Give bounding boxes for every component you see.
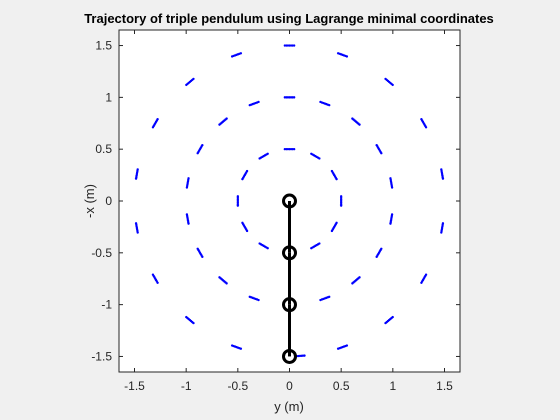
trajectory-dot bbox=[187, 222, 189, 224]
trajectory-dot bbox=[135, 177, 137, 179]
trajectory-dot bbox=[218, 123, 220, 125]
trajectory-dot bbox=[284, 148, 286, 150]
trajectory-dot bbox=[380, 248, 382, 250]
trajectory-dot bbox=[266, 247, 268, 249]
trajectory-dot bbox=[442, 222, 444, 224]
trajectory-dot bbox=[420, 118, 422, 120]
trajectory-dot bbox=[335, 222, 337, 224]
trajectory-dot bbox=[192, 322, 194, 324]
trajectory-dot bbox=[152, 126, 154, 128]
x-tick-label: 1 bbox=[389, 379, 396, 393]
trajectory-dot bbox=[384, 78, 386, 80]
trajectory-dot bbox=[375, 144, 377, 146]
trajectory-dot bbox=[318, 242, 320, 244]
trajectory-dot bbox=[185, 84, 187, 86]
trajectory-dot bbox=[310, 153, 312, 155]
y-tick-label: -1.5 bbox=[91, 349, 112, 363]
chart-title: Trajectory of triple pendulum using Lagr… bbox=[84, 11, 494, 26]
trajectory-dot bbox=[246, 230, 248, 232]
trajectory-dot bbox=[351, 117, 353, 119]
x-tick-label: -1 bbox=[181, 379, 192, 393]
x-tick-label: 1.5 bbox=[436, 379, 453, 393]
trajectory-point bbox=[284, 44, 296, 46]
trajectory-dot bbox=[303, 354, 305, 356]
x-axis-label: y (m) bbox=[274, 399, 304, 414]
trajectory-dot bbox=[440, 168, 442, 170]
trajectory-dot bbox=[240, 348, 242, 350]
trajectory-dot bbox=[186, 186, 188, 188]
x-tick-label: -1.5 bbox=[124, 379, 145, 393]
trajectory-dot bbox=[358, 276, 360, 278]
y-tick-label: 0.5 bbox=[95, 142, 112, 156]
trajectory-dot bbox=[331, 170, 333, 172]
trajectory-dot bbox=[319, 101, 321, 103]
trajectory-dot bbox=[328, 296, 330, 298]
x-tick-label: -0.5 bbox=[227, 379, 248, 393]
x-tick-label: 0.5 bbox=[333, 379, 350, 393]
x-tick-label: 0 bbox=[286, 379, 293, 393]
trajectory-dot bbox=[257, 299, 259, 301]
trajectory-dot bbox=[225, 282, 227, 284]
trajectory-dot bbox=[284, 96, 286, 98]
y-tick-label: 1.5 bbox=[95, 39, 112, 53]
trajectory-dot bbox=[346, 344, 348, 346]
trajectory-dot bbox=[337, 52, 339, 54]
trajectory-dot bbox=[196, 152, 198, 154]
trajectory-point bbox=[284, 96, 296, 98]
trajectory-dot bbox=[136, 231, 138, 233]
trajectory-dot bbox=[391, 213, 393, 215]
y-tick-label: 0 bbox=[105, 194, 112, 208]
trajectory-dot bbox=[231, 55, 233, 57]
trajectory-point bbox=[237, 195, 239, 207]
trajectory-dot bbox=[284, 44, 286, 46]
y-tick-label: -0.5 bbox=[91, 246, 112, 260]
trajectory-point bbox=[284, 148, 296, 150]
trajectory-dot bbox=[391, 316, 393, 318]
trajectory-dot bbox=[237, 204, 239, 206]
y-tick-label: -1 bbox=[101, 298, 112, 312]
trajectory-dot bbox=[340, 195, 342, 197]
y-axis-label: -x (m) bbox=[82, 184, 97, 218]
trajectory-dot bbox=[425, 273, 427, 275]
trajectory-dot bbox=[201, 256, 203, 258]
trajectory-dot bbox=[249, 104, 251, 106]
trajectory-dot bbox=[258, 157, 260, 159]
trajectory-dot bbox=[389, 177, 391, 179]
y-tick-label: 1 bbox=[105, 90, 112, 104]
trajectory-dot bbox=[156, 282, 158, 284]
trajectory-dot bbox=[241, 178, 243, 180]
trajectory-point bbox=[340, 195, 342, 207]
